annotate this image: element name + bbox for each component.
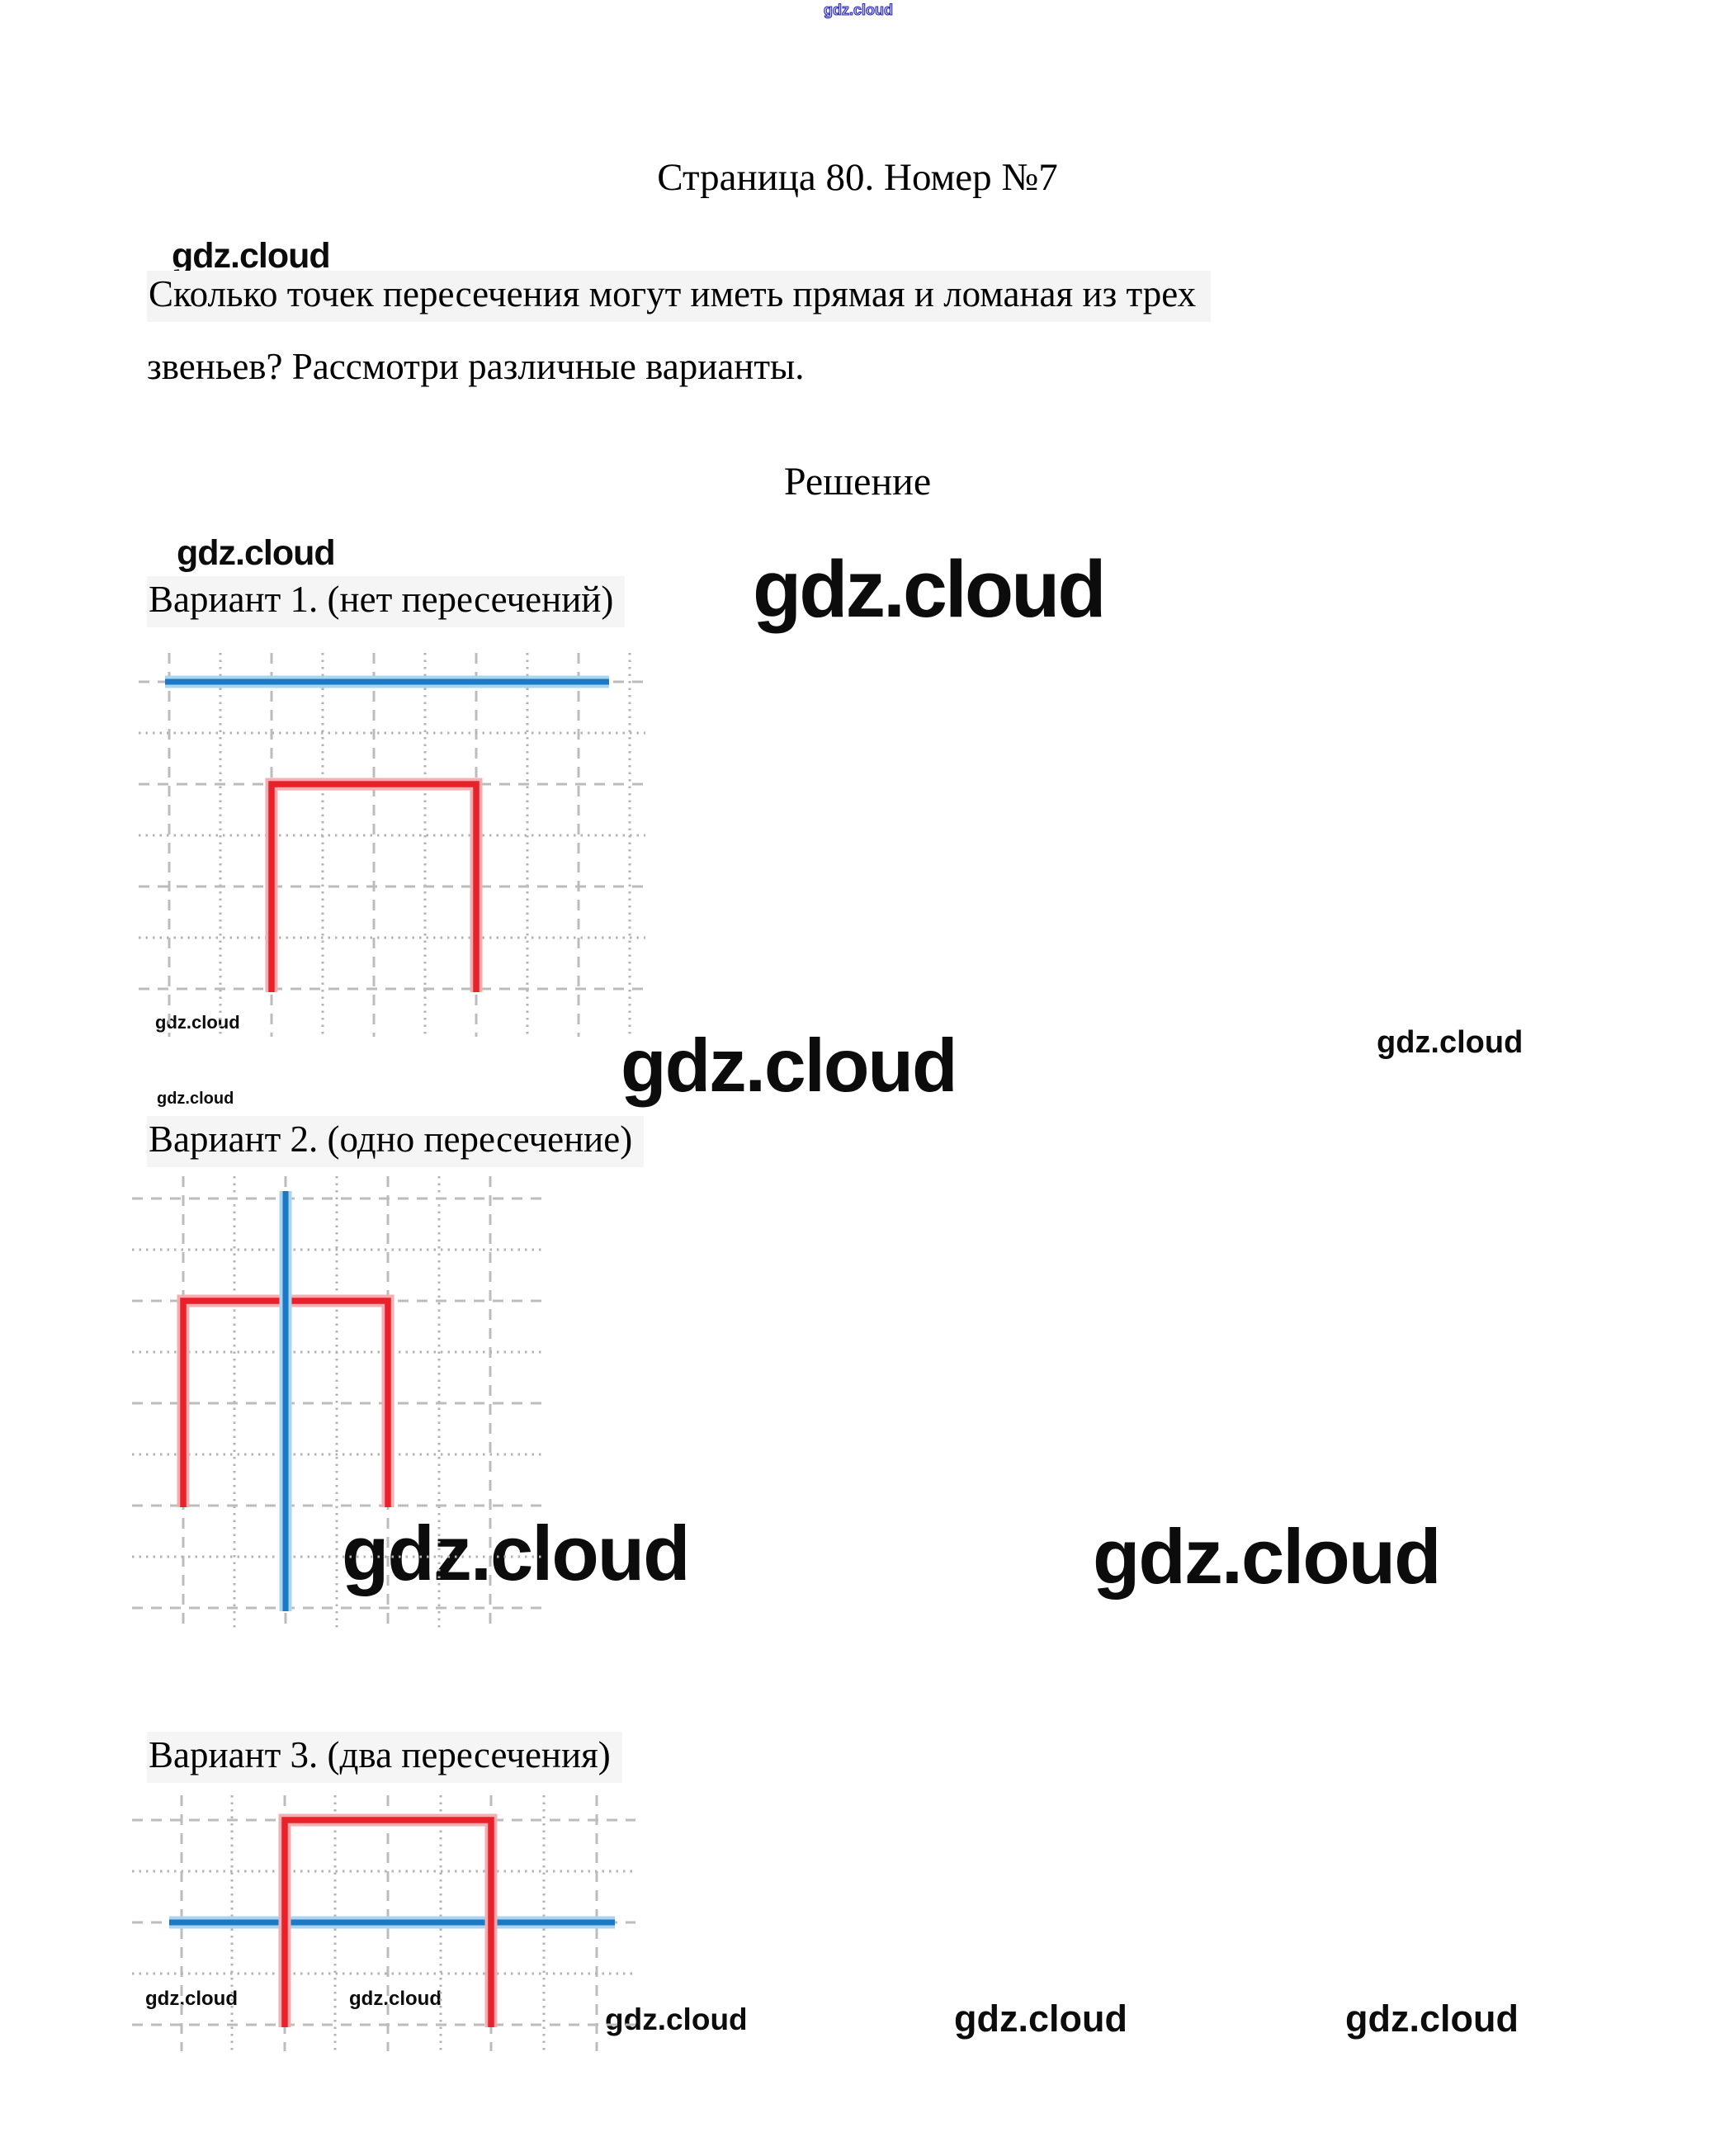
page-title: Страница 80. Номер №7 <box>657 156 1058 199</box>
variant1-diagram <box>139 649 667 1053</box>
watermark-above-variant1: gdz.cloud <box>177 533 336 573</box>
question-line-2: звеньев? Рассмотри различные варианты. <box>147 346 805 387</box>
variant-3-label: Вариант 3. (два пересечения) <box>147 1732 622 1783</box>
watermark-right-medium: gdz.cloud <box>1377 1025 1524 1060</box>
watermark-above-variant2: gdz.cloud <box>157 1090 234 1108</box>
watermark-diagram3-inner-2: gdz.cloud <box>349 1988 442 2010</box>
watermark-bottom2-left: gdz.cloud <box>342 1510 691 1596</box>
watermark-diagram3-right-2: gdz.cloud <box>954 1998 1127 2040</box>
watermark-top: gdz.cloud <box>823 1 893 18</box>
variant2-diagram <box>132 1176 578 1647</box>
variant3-diagram <box>132 1783 693 2064</box>
question-line-1: Сколько точек пересечения могут иметь пр… <box>147 271 1212 322</box>
variant-1-label: Вариант 1. (нет пересечений) <box>147 576 626 627</box>
solution-heading: Решение <box>783 460 932 504</box>
watermark-diagram3-inner-1: gdz.cloud <box>145 1988 238 2010</box>
watermark-diagram3-right-1: gdz.cloud <box>605 2002 748 2036</box>
watermark-above-question: gdz.cloud <box>172 236 331 276</box>
watermark-diagram3-right-3: gdz.cloud <box>1345 1998 1519 2040</box>
watermark-center-large: gdz.cloud <box>621 1024 958 1108</box>
variant-2-label: Вариант 2. (одно пересечение) <box>147 1116 645 1167</box>
watermark-giant-variant1: gdz.cloud <box>753 544 1107 634</box>
watermark-bottom2-right: gdz.cloud <box>1093 1513 1442 1600</box>
